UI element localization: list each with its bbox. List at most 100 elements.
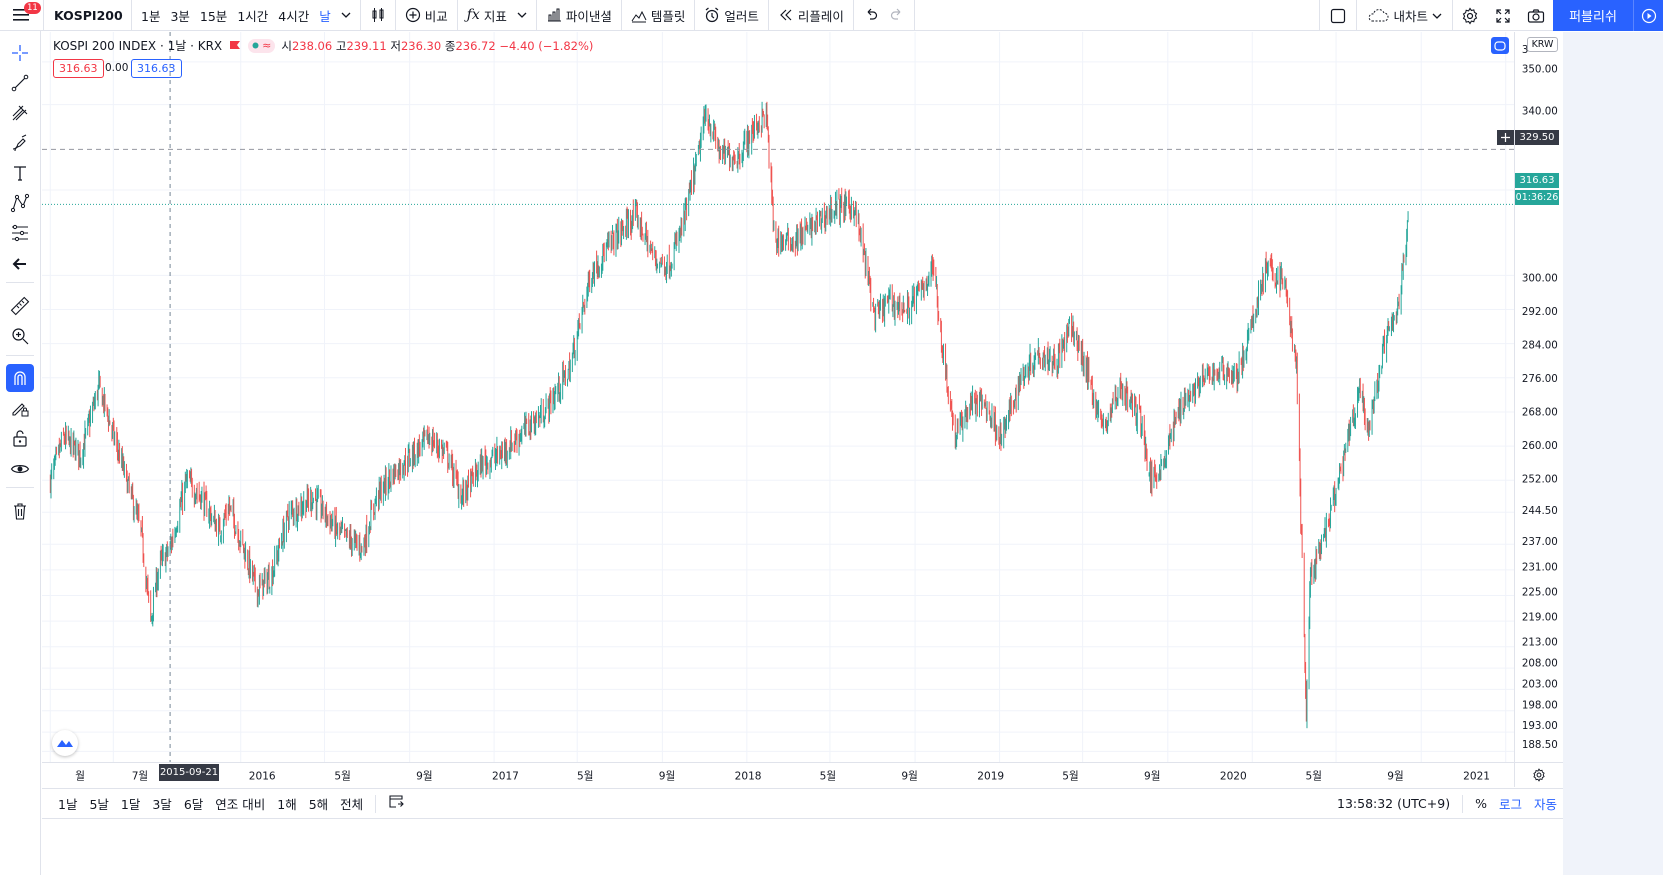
indicators-label: 지표	[483, 8, 507, 24]
range-5y[interactable]: 5해	[308, 797, 329, 812]
delete-tool[interactable]	[6, 497, 34, 525]
status-pill: ≈	[248, 38, 276, 53]
redo-button[interactable]	[884, 0, 910, 30]
range-5d[interactable]: 5날	[89, 797, 109, 812]
range-ytd[interactable]: 연조 대비	[215, 797, 266, 812]
camera-icon	[1527, 8, 1545, 23]
chart-settings-button[interactable]	[1514, 762, 1563, 787]
tv-logo-button[interactable]	[52, 730, 78, 756]
zoom-tool[interactable]	[6, 322, 34, 350]
ask-box[interactable]: 316.63	[131, 59, 182, 78]
range-1y[interactable]: 1해	[277, 797, 297, 812]
time-axis[interactable]: 월 7월 2016 5월 9월 2017 5월 9월 2018 5월 9월 2019 5월 9월 2020 5…	[42, 762, 1514, 787]
indicators-dropdown[interactable]	[512, 0, 532, 30]
settings-button[interactable]	[1452, 0, 1487, 31]
goto-date-button[interactable]	[382, 795, 410, 812]
play-circle-icon	[1641, 8, 1656, 23]
range-3m[interactable]: 3달	[152, 797, 172, 812]
ruler-tool[interactable]	[6, 292, 34, 320]
templates-label: 템플릿	[650, 8, 686, 24]
interval-1m[interactable]: 1분	[141, 8, 161, 24]
crosshair-tool[interactable]	[6, 39, 34, 67]
range-1m[interactable]: 1달	[120, 797, 141, 812]
chart-type-group	[361, 0, 396, 30]
auto-scale-button[interactable]	[1491, 37, 1509, 54]
interval-1d[interactable]: 날	[319, 8, 331, 24]
ohlc-values: 시238.06 고239.11 저236.30 종236.72 −4.40 (−…	[281, 38, 593, 54]
main-menu-button[interactable]: 11	[0, 0, 44, 30]
bar-chart-icon	[547, 8, 561, 22]
publish-button[interactable]: 퍼블리쉬	[1553, 0, 1633, 31]
back-tool[interactable]	[6, 250, 34, 278]
trend-line-tool[interactable]	[6, 69, 34, 97]
interval-3m[interactable]: 3분	[170, 8, 190, 24]
fib-tool[interactable]	[6, 99, 34, 127]
price-ticks: 350.00340.00320.00300.00292.00284.00276.…	[1522, 44, 1558, 751]
layout-button[interactable]	[1319, 0, 1356, 31]
my-chart-button[interactable]: 내차트	[1356, 0, 1452, 31]
time-tick-label: 2019	[977, 770, 1004, 782]
range-1d[interactable]: 1날	[58, 797, 78, 812]
interval-1h[interactable]: 1시간	[237, 8, 269, 24]
time-tick-label: 5월	[1062, 770, 1078, 782]
price-tick-label: 350.00	[1522, 64, 1558, 76]
price-axis[interactable]: 350.00340.00320.00300.00292.00284.00276.…	[1514, 32, 1563, 762]
price-tick-label: 188.50	[1522, 739, 1558, 751]
snapshot-button[interactable]	[1519, 0, 1553, 31]
interval-4h[interactable]: 4시간	[278, 8, 310, 24]
pattern-icon	[10, 193, 30, 213]
undo-button[interactable]	[858, 0, 884, 30]
flag-icon[interactable]	[228, 40, 242, 52]
time-tick-label: 9월	[659, 770, 675, 782]
prediction-tool[interactable]	[6, 219, 34, 247]
trend-line-icon	[11, 74, 29, 92]
interval-dropdown[interactable]	[336, 0, 356, 30]
lock-draw-tool[interactable]	[6, 394, 34, 422]
low-label: 저	[390, 38, 401, 53]
price-chart[interactable]	[42, 32, 1514, 762]
price-tick-label: 292.00	[1522, 306, 1558, 318]
low-value: 236.30	[400, 38, 442, 53]
time-tick-label: 2021	[1463, 770, 1490, 782]
brush-tool[interactable]	[6, 129, 34, 157]
indicators-button[interactable]: ƒx 지표	[462, 0, 512, 30]
magnet-tool[interactable]	[6, 364, 34, 392]
auto-toggle[interactable]: 자동	[1533, 797, 1557, 812]
interval-15m[interactable]: 15분	[199, 8, 228, 24]
compare-button[interactable]: 비교	[400, 0, 453, 30]
chart-type-button[interactable]	[365, 0, 391, 30]
time-tick-label: 9월	[1387, 770, 1403, 782]
measure-lines-icon	[12, 224, 28, 242]
symbol-search-button[interactable]: KOSPI200	[44, 0, 132, 30]
templates-button[interactable]: 템플릿	[626, 0, 691, 30]
spread-value: 0.00	[105, 62, 129, 74]
log-toggle[interactable]: 로그	[1498, 797, 1522, 812]
range-6m[interactable]: 6달	[183, 797, 204, 812]
add-alert-button[interactable]	[1497, 130, 1514, 145]
alert-button[interactable]: 얼러트	[699, 0, 764, 30]
pattern-tool[interactable]	[6, 189, 34, 217]
financials-button[interactable]: 파이낸셜	[541, 0, 617, 30]
clock-display[interactable]: 13:58:32 (UTC+9)	[1337, 796, 1451, 811]
percent-toggle[interactable]: %	[1475, 796, 1487, 811]
fullscreen-button[interactable]	[1487, 0, 1519, 31]
templates-group: 템플릿	[622, 0, 696, 30]
text-tool[interactable]	[6, 159, 34, 187]
range-all[interactable]: 전체	[340, 797, 364, 812]
time-tick-label: 5월	[1306, 770, 1322, 782]
lock-tool[interactable]	[6, 424, 34, 452]
bid-box[interactable]: 316.63	[53, 59, 104, 78]
play-button[interactable]	[1633, 0, 1663, 31]
currency-label[interactable]: KRW	[1527, 37, 1558, 52]
time-tick-label: 5월	[577, 770, 593, 782]
price-tick-label: 225.00	[1522, 586, 1558, 598]
chart-overlays	[42, 32, 1514, 762]
chevron-down-icon	[517, 12, 527, 18]
bottombar-divider	[1462, 794, 1464, 813]
time-tick-label: 2016	[249, 770, 276, 782]
my-chart-label: 내차트	[1393, 9, 1428, 24]
fullscreen-icon	[1496, 8, 1510, 23]
chevron-down-icon	[1432, 13, 1442, 19]
visibility-tool[interactable]	[6, 455, 34, 483]
replay-button[interactable]: 리플레이	[773, 0, 849, 30]
